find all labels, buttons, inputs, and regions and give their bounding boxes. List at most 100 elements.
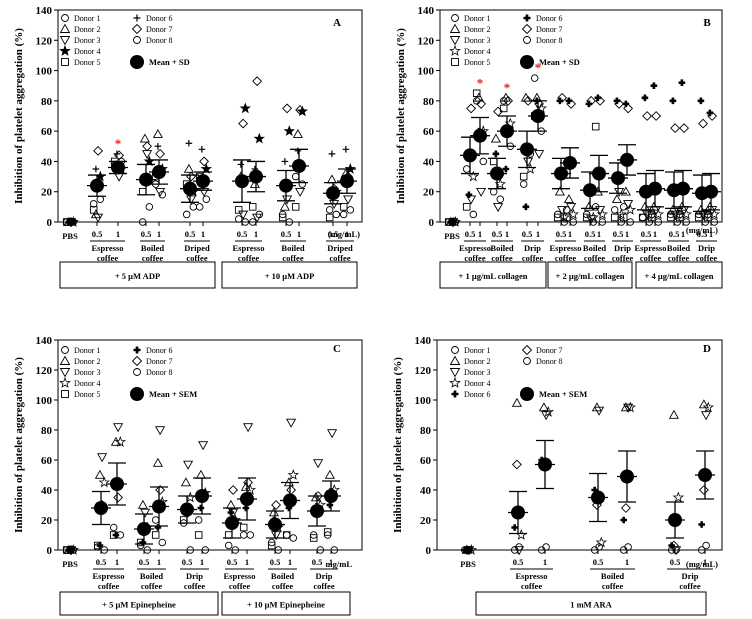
mean-point bbox=[520, 142, 534, 157]
donor-point bbox=[652, 208, 664, 220]
donor-point bbox=[151, 531, 160, 539]
legend: Donor 1 Donor 2 Donor 3 Donor 4 Donor 5 Donor… bbox=[59, 346, 197, 401]
donor-point bbox=[647, 213, 656, 222]
legend-marker bbox=[449, 355, 461, 365]
donor-point bbox=[702, 541, 710, 550]
donor-point bbox=[708, 208, 720, 220]
dose-label: 0.5 bbox=[281, 229, 292, 239]
y-tick-label: 140 bbox=[36, 5, 53, 17]
legend-marker bbox=[130, 55, 144, 69]
mean-point bbox=[554, 166, 568, 181]
category-label: coffee bbox=[272, 581, 293, 591]
donor-point bbox=[189, 203, 198, 211]
donor-point bbox=[225, 499, 236, 509]
legend-marker bbox=[130, 387, 144, 401]
donor-point bbox=[598, 218, 607, 226]
y-tick-label: 120 bbox=[36, 35, 53, 47]
mean-point bbox=[611, 171, 625, 186]
category-label: coffee bbox=[491, 253, 512, 263]
donor-point bbox=[227, 509, 235, 516]
donor-point bbox=[619, 213, 628, 222]
donor-point bbox=[282, 103, 293, 114]
y-tick-label: 80 bbox=[420, 425, 432, 437]
legend-marker bbox=[59, 36, 71, 46]
donor-point bbox=[116, 531, 125, 539]
donor-point bbox=[199, 187, 210, 197]
legend-label: Donor 4 bbox=[74, 379, 100, 388]
donor-point bbox=[155, 426, 166, 436]
mean-point bbox=[225, 516, 239, 530]
donor-point bbox=[666, 213, 675, 222]
treatment-box bbox=[59, 591, 219, 616]
plot-frame bbox=[57, 9, 363, 223]
donor-point bbox=[114, 436, 127, 447]
donor-point bbox=[271, 531, 282, 541]
donor-point bbox=[511, 397, 522, 407]
y-tick-label: 20 bbox=[420, 515, 432, 527]
donor-point bbox=[342, 146, 350, 153]
donor-point bbox=[610, 213, 619, 222]
category-label: Boiled bbox=[140, 571, 163, 581]
donor-point bbox=[496, 195, 505, 204]
category-label: Drip bbox=[614, 243, 631, 253]
donor-point bbox=[624, 203, 637, 215]
donor-point bbox=[286, 485, 297, 495]
donor-point bbox=[650, 82, 658, 90]
category-label: PBS bbox=[460, 559, 476, 569]
category-label: Espresso bbox=[550, 243, 582, 253]
y-tick-label: 0 bbox=[429, 217, 435, 229]
significance-star: * bbox=[504, 80, 511, 95]
mean-point bbox=[464, 546, 472, 554]
dose-label: 1 bbox=[297, 229, 301, 239]
donor-point bbox=[152, 457, 163, 467]
donor-point bbox=[680, 208, 692, 220]
legend-label: Donor 2 bbox=[464, 357, 490, 366]
donor-point bbox=[234, 206, 243, 214]
donor-point bbox=[620, 503, 631, 513]
donor-point bbox=[110, 436, 121, 446]
category-label: coffee bbox=[184, 581, 205, 591]
legend-label: Mean + SEM bbox=[539, 389, 587, 399]
mean-point bbox=[620, 469, 634, 484]
donor-point bbox=[94, 469, 105, 479]
legend: Donor 1 Donor 2 Donor 3 Donor 4 Donor 6 Donor… bbox=[449, 344, 587, 401]
donor-point bbox=[155, 187, 166, 197]
category-label: coffee bbox=[464, 253, 485, 263]
treatment-box bbox=[635, 261, 723, 289]
y-axis-label: Inhibition of platelet aggregation (%) bbox=[13, 357, 25, 533]
donor-point bbox=[154, 142, 162, 150]
donor-point bbox=[523, 95, 534, 106]
donor-point bbox=[595, 95, 606, 106]
donor-point bbox=[594, 94, 602, 102]
donor-point bbox=[202, 195, 211, 204]
donor-point bbox=[346, 206, 355, 214]
legend-marker bbox=[449, 36, 461, 46]
donor-point bbox=[615, 208, 627, 220]
category-label: coffee bbox=[238, 253, 259, 263]
treatment-label: + 5 μM ADP bbox=[115, 271, 160, 281]
category-label: Boiled bbox=[583, 243, 606, 253]
donor-point bbox=[469, 210, 478, 219]
donor-point bbox=[238, 118, 249, 129]
mean-point bbox=[183, 181, 197, 196]
legend-marker bbox=[521, 344, 533, 356]
donor-point bbox=[145, 203, 154, 211]
dose-label: 0.5 bbox=[227, 557, 238, 567]
y-tick-label: 140 bbox=[415, 335, 432, 347]
donor-point bbox=[155, 148, 166, 159]
y-tick-label: 0 bbox=[426, 545, 432, 557]
donor-point bbox=[186, 195, 197, 205]
donor-point bbox=[138, 218, 147, 226]
donor-point bbox=[298, 180, 307, 188]
donor-point bbox=[343, 195, 354, 205]
dose-label: 0.5 bbox=[697, 229, 708, 239]
legend-label: Donor 4 bbox=[464, 47, 490, 56]
donor-point bbox=[697, 546, 706, 554]
donor-point bbox=[493, 203, 504, 213]
donor-point bbox=[698, 399, 709, 409]
donor-point bbox=[195, 203, 204, 211]
legend: Donor 1 Donor 2 Donor 3 Donor 4 Donor 5 Donor… bbox=[59, 14, 190, 69]
mean-point bbox=[310, 504, 324, 518]
donor-point bbox=[239, 102, 251, 114]
donor-point bbox=[182, 210, 191, 219]
